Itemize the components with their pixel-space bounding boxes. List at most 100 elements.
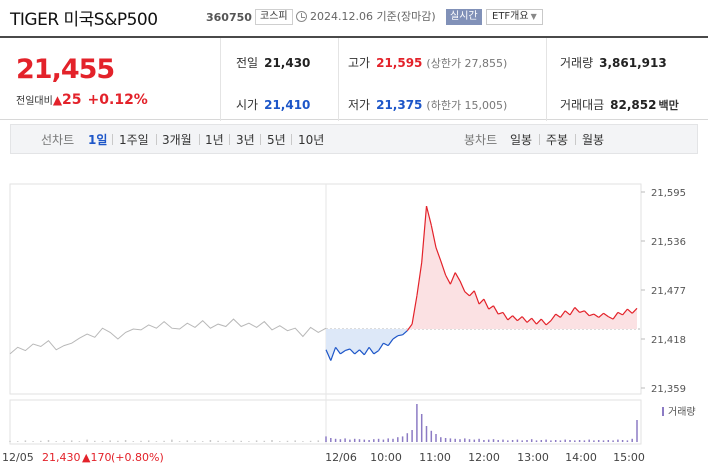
lower-limit: (하한가 15,005) xyxy=(426,99,508,112)
today-price-segment xyxy=(612,312,619,320)
prev-day-date: 12/05 xyxy=(2,451,34,464)
today-price-segment xyxy=(449,272,456,285)
today-price-segment xyxy=(325,349,332,361)
clock-icon xyxy=(296,11,307,22)
y-tick-label: 21,536 xyxy=(651,237,686,248)
volume-legend-swatch xyxy=(662,407,664,416)
today-price-segment xyxy=(497,311,504,315)
below-reference-fill xyxy=(326,329,637,361)
today-price-segment xyxy=(335,346,341,355)
today-price-segment xyxy=(517,316,523,322)
upper-limit: (상한가 27,855) xyxy=(426,57,508,70)
today-price-segment xyxy=(550,313,557,322)
today-price-segment xyxy=(492,305,499,315)
tab-divider xyxy=(539,134,540,145)
volume: 거래량 3,861,913 xyxy=(560,54,667,71)
price-chart[interactable]: 21,595 21,536 21,477 21,418 21,359 거래량 12/06 10… xyxy=(0,154,708,471)
today-price-segment xyxy=(368,346,375,355)
tab-10year[interactable]: 10년 xyxy=(298,133,325,147)
today-price-segment xyxy=(631,307,638,314)
today-price-segment xyxy=(622,308,628,316)
today-price-segment xyxy=(536,318,542,325)
high-label: 고가 xyxy=(348,56,371,70)
y-tick-label: 21,477 xyxy=(651,286,686,297)
today-price-segment xyxy=(383,342,389,347)
tab-divider xyxy=(229,134,230,145)
today-price-segment xyxy=(521,316,528,323)
tab-divider xyxy=(199,134,200,145)
today-price-segment xyxy=(502,312,509,321)
divider xyxy=(220,38,221,121)
tab-daily-candle[interactable]: 일봉 xyxy=(510,133,533,147)
stock-code: 360750 xyxy=(206,11,252,24)
y-tick-label: 21,359 xyxy=(651,384,686,395)
today-price-segment xyxy=(507,315,513,321)
tab-1year[interactable]: 1년 xyxy=(205,133,224,147)
today-price-segment xyxy=(593,313,600,318)
tab-divider xyxy=(112,134,113,145)
today-price-segment xyxy=(425,205,432,226)
today-price-segment xyxy=(488,305,494,310)
low-price: 저가 21,375 (하한가 15,005) xyxy=(348,96,507,113)
open-price: 시가 21,410 xyxy=(236,96,310,113)
tab-1day[interactable]: 1일 xyxy=(88,133,108,147)
open-value: 21,410 xyxy=(264,98,311,112)
candle-chart-title: 봉차트 xyxy=(464,133,498,147)
today-price-segment xyxy=(569,307,576,316)
tab-3year[interactable]: 3년 xyxy=(236,133,255,147)
today-price-segment xyxy=(589,313,595,317)
today-price-segment xyxy=(363,346,370,356)
today-price-segment xyxy=(430,225,437,248)
today-price-segment xyxy=(340,350,346,355)
prev-day-line xyxy=(9,318,327,355)
low-value: 21,375 xyxy=(376,98,423,112)
price-date: 2024.12.06 기준(장마감) xyxy=(296,9,436,25)
tab-5year[interactable]: 5년 xyxy=(267,133,286,147)
change-label: 전일대비 xyxy=(16,96,53,107)
tab-divider xyxy=(260,134,261,145)
amount-label: 거래대금 xyxy=(560,98,605,112)
change-value: 25 xyxy=(62,92,82,108)
today-price-segment xyxy=(603,312,609,318)
up-triangle-icon: ▲ xyxy=(52,93,63,107)
today-price-segment xyxy=(378,342,384,351)
chart-tabs: 선차트 1일 1주일 3개월 1년 3년 5년 10년 봉차트 일봉 주봉 월봉 xyxy=(10,124,698,154)
today-price-segment xyxy=(440,260,447,276)
today-price-segment xyxy=(598,312,604,318)
today-price-segment xyxy=(421,206,428,263)
x-axis-label: 13:00 xyxy=(517,451,549,464)
market-badge: 코스피 xyxy=(255,9,293,25)
today-price-segment xyxy=(564,310,571,316)
tab-1week[interactable]: 1주일 xyxy=(119,133,149,147)
today-price-segment xyxy=(392,335,399,340)
today-price-segment xyxy=(627,308,633,314)
etf-overview-dropdown[interactable]: ETF개요 ▼ xyxy=(486,9,543,25)
today-price-segment xyxy=(344,348,351,352)
tab-weekly-candle[interactable]: 주봉 xyxy=(546,133,569,147)
trade-amount: 거래대금 82,852 백만 xyxy=(560,96,679,113)
today-price-segment xyxy=(512,315,518,322)
change-percent: +0.12% xyxy=(87,92,148,108)
prev-close: 전일 21,430 xyxy=(236,54,310,71)
amount-value: 82,852 xyxy=(610,98,657,112)
today-price-segment xyxy=(387,338,394,346)
prev-close-label: 전일 xyxy=(236,56,259,70)
tab-monthly-candle[interactable]: 월봉 xyxy=(582,133,605,147)
today-price-segment xyxy=(469,290,475,297)
today-price-segment xyxy=(330,347,337,361)
line-chart-title: 선차트 xyxy=(41,133,75,147)
today-price-segment xyxy=(473,290,480,305)
realtime-button[interactable]: 실시간 xyxy=(446,9,482,25)
today-price-segment xyxy=(459,280,466,292)
today-price-segment xyxy=(483,298,490,310)
tab-3month[interactable]: 3개월 xyxy=(162,133,192,147)
x-axis-label: 10:00 xyxy=(370,451,402,464)
tab-divider xyxy=(156,134,157,145)
stock-header: TIGER 미국S&P500 360750 코스피 2024.12.06 기준(… xyxy=(0,0,708,36)
price-date-text: 2024.12.06 기준(장마감) xyxy=(310,10,436,23)
divider xyxy=(546,38,547,121)
x-axis-label: 11:00 xyxy=(419,451,451,464)
today-price-segment xyxy=(555,313,561,318)
today-price-segment xyxy=(373,350,379,355)
today-price-segment xyxy=(574,306,581,313)
